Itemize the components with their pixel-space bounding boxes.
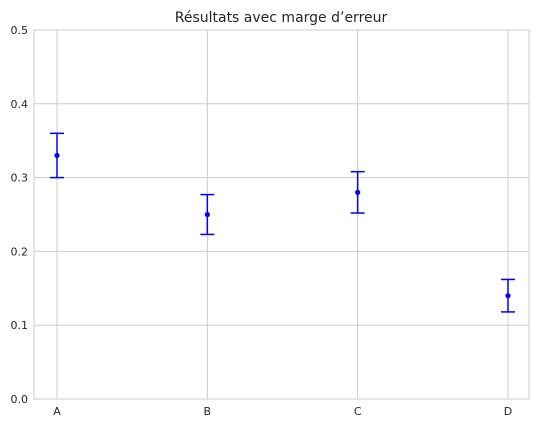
y-tick-label: 0.2 [11,245,29,258]
data-point [355,189,361,195]
data-points [50,132,515,313]
y-tick-label: 0.0 [11,393,29,406]
x-tick-label: D [504,405,512,418]
y-tick-label: 0.3 [11,172,29,185]
data-point [204,211,210,218]
x-tick-label: A [53,405,61,418]
data-point [54,152,60,159]
chart-title: Résultats avec marge d’erreur [175,10,388,26]
y-tick-label: 0.4 [11,98,29,111]
x-tick-label: C [354,405,362,418]
plot-frame [33,29,530,400]
x-axis-ticks: A B C D [53,405,512,418]
grid-lines [34,29,529,400]
data-point [505,293,511,299]
x-tick-label: B [204,405,212,418]
y-axis-ticks: 0.0 0.1 0.2 0.3 0.4 0.5 [11,24,29,406]
y-tick-label: 0.5 [11,24,29,37]
y-tick-label: 0.1 [11,319,29,332]
